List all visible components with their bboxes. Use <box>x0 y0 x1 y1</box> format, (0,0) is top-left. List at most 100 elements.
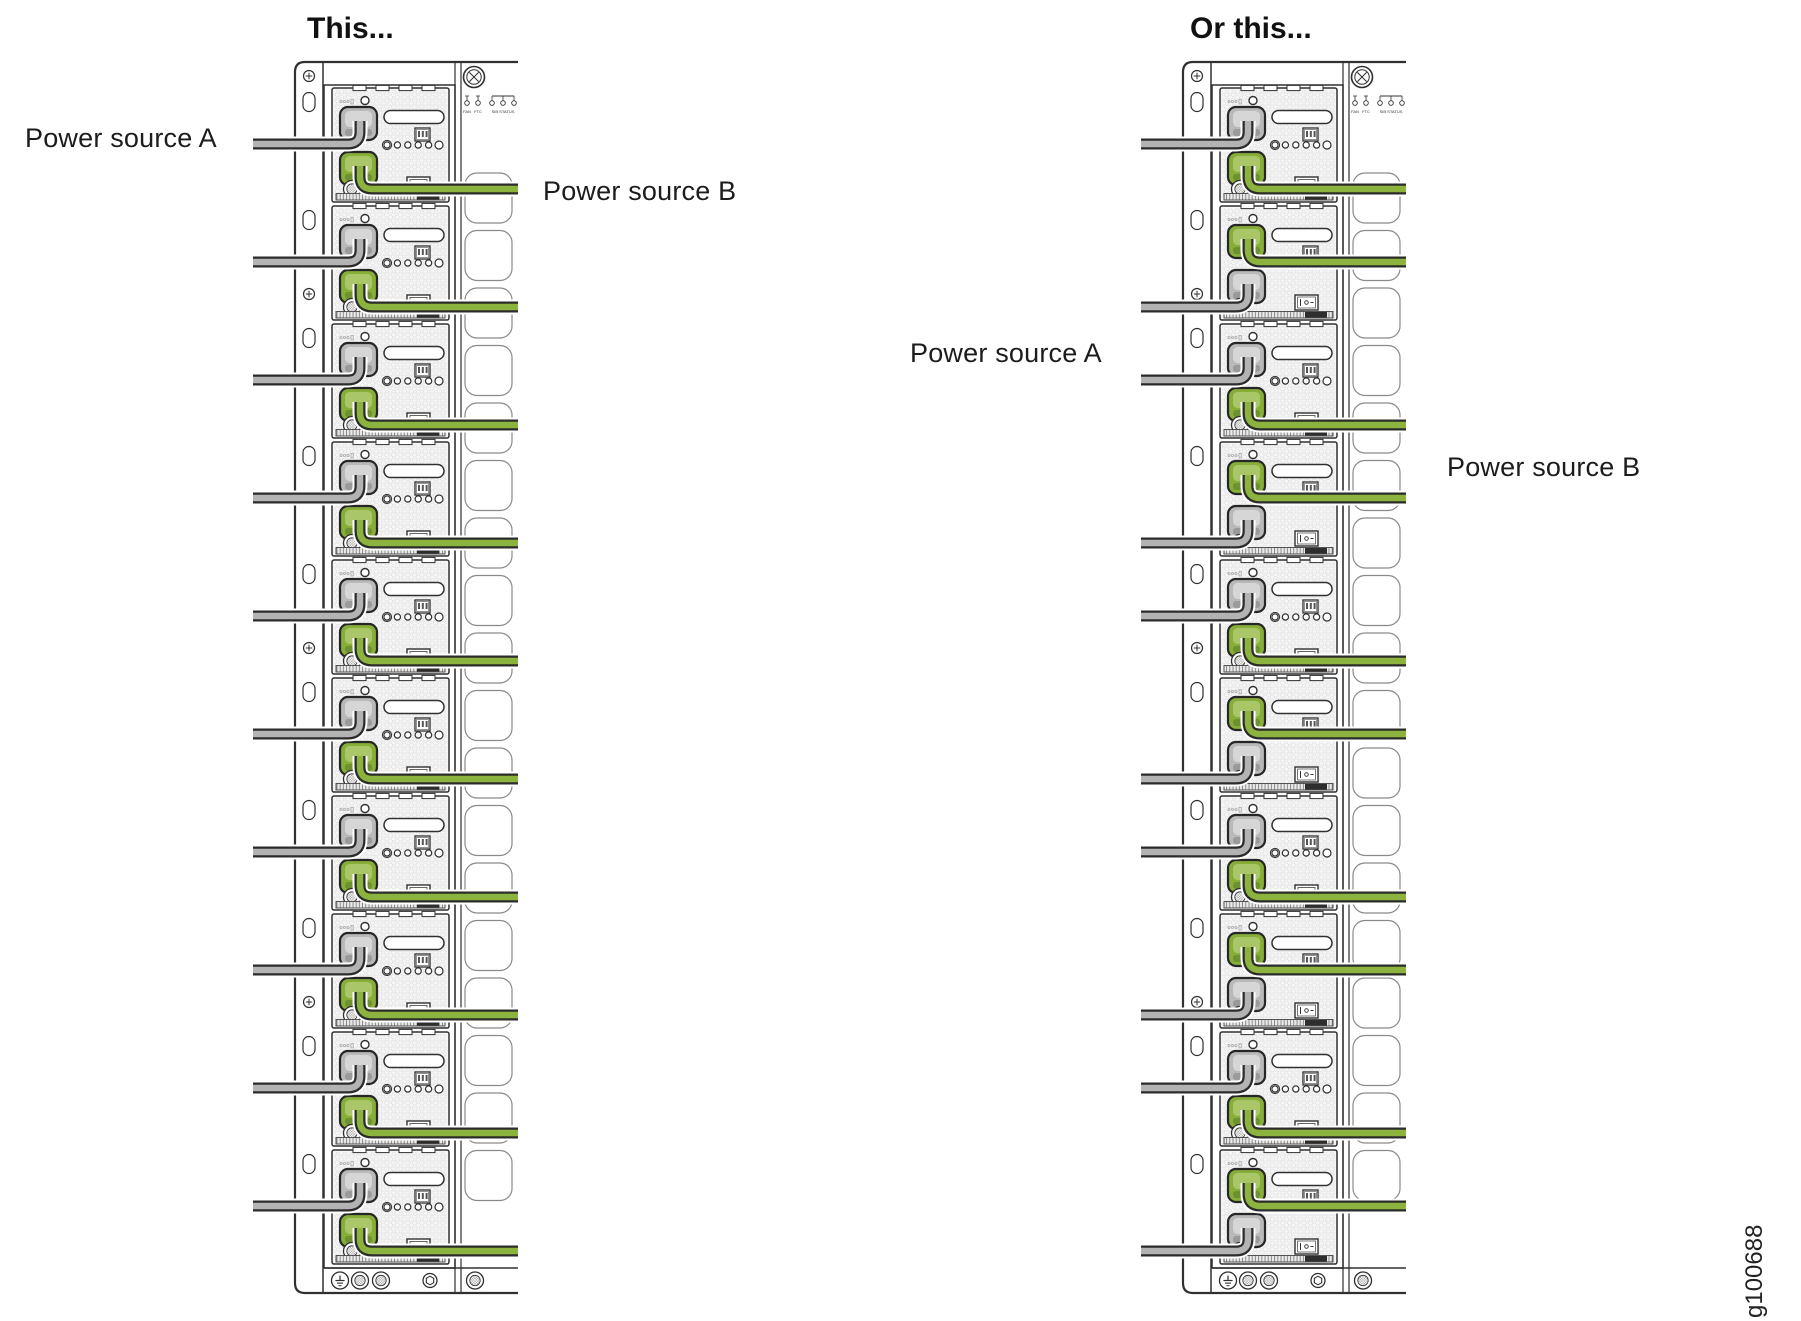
svg-text:FAN: FAN <box>1351 109 1359 114</box>
hex-bolt-icon <box>1310 1272 1326 1289</box>
label-power-source-a-left: Power source A <box>25 123 217 153</box>
thumbscrew-icon <box>1353 1271 1373 1290</box>
status-led-cluster: FAN FTC SIB STATUS <box>1351 95 1405 114</box>
power-cable-b <box>352 756 518 787</box>
option-title-right: Or this... <box>1190 12 1312 45</box>
grounding-strip <box>330 1271 485 1290</box>
dip-display <box>1302 127 1319 142</box>
power-cable-b <box>352 1228 518 1259</box>
psu <box>331 202 450 321</box>
power-cable-b <box>352 874 518 905</box>
led-row <box>1269 611 1332 623</box>
power-cable-b <box>352 520 518 551</box>
power-cable-a <box>253 475 368 506</box>
power-cable-b <box>1240 874 1406 905</box>
status-led-cluster: FAN FTC SIB STATUS <box>463 95 517 114</box>
thumbscrew-icon <box>350 1271 370 1290</box>
power-cable-a <box>253 829 368 860</box>
led-row <box>381 1201 444 1213</box>
power-switch-icon <box>1294 766 1319 783</box>
grounding-strip <box>1218 1271 1373 1290</box>
figure-number: g100688 <box>1741 1224 1768 1318</box>
power-cable-b <box>352 166 518 197</box>
led-row <box>1269 847 1332 859</box>
led-row <box>1269 375 1332 387</box>
svg-text:SIB STATUS: SIB STATUS <box>492 109 515 114</box>
dip-display <box>414 1189 431 1204</box>
power-cable-a <box>1141 992 1256 1023</box>
power-cable-b <box>352 638 518 669</box>
dip-display <box>1302 599 1319 614</box>
led-row <box>381 493 444 505</box>
power-cable-a <box>1141 357 1256 388</box>
led-row <box>381 729 444 741</box>
power-cable-a <box>253 593 368 624</box>
thumbscrew-icon <box>465 1271 485 1290</box>
led-row <box>1269 139 1332 151</box>
power-cable-b <box>1240 402 1406 433</box>
label-power-source-b-left: Power source B <box>543 176 737 206</box>
power-cable-a <box>253 1065 368 1096</box>
hex-bolt-icon <box>422 1272 438 1289</box>
power-cable-a <box>1141 1228 1256 1259</box>
dip-display <box>414 481 431 496</box>
svg-text:FTC: FTC <box>474 109 482 114</box>
power-cable-a <box>253 357 368 388</box>
power-cable-b <box>1240 711 1406 742</box>
power-cable-a <box>253 711 368 742</box>
svg-text:FAN: FAN <box>463 109 471 114</box>
dip-display <box>414 127 431 142</box>
power-cable-b <box>1240 1183 1406 1214</box>
power-cable-b <box>1240 947 1406 978</box>
mounting-rail <box>1190 69 1204 1175</box>
power-cable-a <box>1141 520 1256 551</box>
power-cable-b <box>1240 239 1406 270</box>
power-cable-b <box>1240 475 1406 506</box>
power-cable-b <box>352 284 518 315</box>
power-switch-icon <box>1294 1238 1319 1255</box>
dip-display <box>1302 835 1319 850</box>
thumbscrew-icon <box>1259 1271 1279 1290</box>
power-cable-b <box>1240 1110 1406 1141</box>
power-switch-icon <box>1294 294 1319 311</box>
ground-terminal-icon <box>1218 1271 1238 1290</box>
led-row <box>381 847 444 859</box>
dip-display <box>414 1071 431 1086</box>
dip-display <box>414 835 431 850</box>
power-cable-a <box>1141 593 1256 624</box>
power-cable-b <box>1240 638 1406 669</box>
power-switch-icon <box>1294 530 1319 547</box>
dip-display <box>1302 363 1319 378</box>
mounting-rail <box>302 69 316 1175</box>
label-power-source-b-right: Power source B <box>1447 452 1641 482</box>
led-row <box>381 1083 444 1095</box>
power-cable-b <box>352 402 518 433</box>
option-title-left: This... <box>307 12 394 45</box>
led-row <box>381 965 444 977</box>
svg-text:FTC: FTC <box>1362 109 1370 114</box>
led-row <box>381 375 444 387</box>
power-cable-a <box>253 121 368 152</box>
dip-display <box>414 363 431 378</box>
dip-display <box>414 953 431 968</box>
thumbscrew-icon <box>371 1271 391 1290</box>
power-switch-icon <box>1294 1002 1319 1019</box>
power-cable-a <box>253 1183 368 1214</box>
panel-screw-icon <box>1350 65 1374 89</box>
power-cable-b <box>1240 166 1406 197</box>
power-cable-b <box>352 1110 518 1141</box>
led-row <box>381 257 444 269</box>
power-cable-a <box>253 947 368 978</box>
svg-text:SIB STATUS: SIB STATUS <box>1380 109 1403 114</box>
thumbscrew-icon <box>1238 1271 1258 1290</box>
label-power-source-a-right: Power source A <box>910 338 1102 368</box>
power-cable-a <box>1141 829 1256 860</box>
power-cable-a <box>1141 1065 1256 1096</box>
ground-terminal-icon <box>330 1271 350 1290</box>
psu-plug-a <box>338 1167 379 1204</box>
power-cable-a <box>1141 121 1256 152</box>
led-row <box>381 139 444 151</box>
dip-display <box>1302 1071 1319 1086</box>
